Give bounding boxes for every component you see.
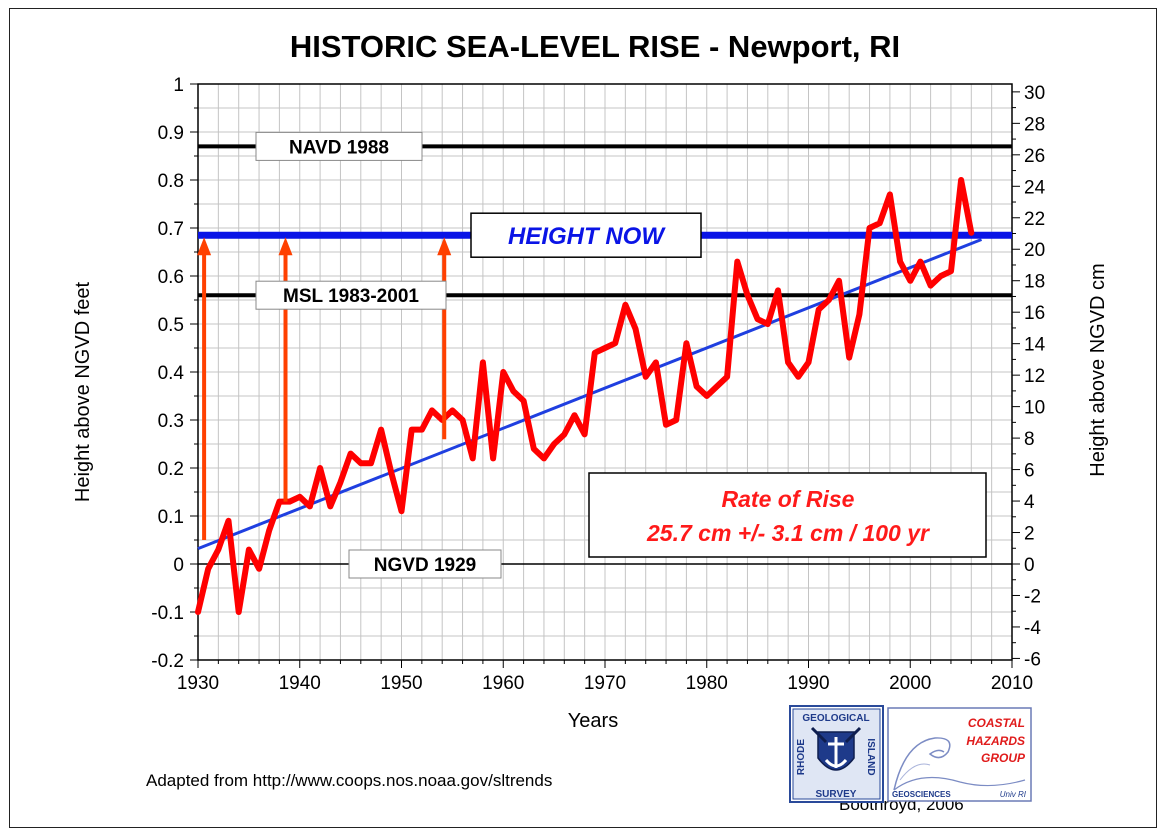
y-tick-label: 0 <box>173 555 184 576</box>
x-tick-label: 1950 <box>380 673 422 694</box>
x-tick-label: 1940 <box>279 673 321 694</box>
rigs-top-text: GEOLOGICAL <box>802 713 869 724</box>
y-tick-label: 0.5 <box>158 315 184 336</box>
chg-line1: COASTAL <box>968 716 1025 730</box>
chart-title: HISTORIC SEA-LEVEL RISE - Newport, RI <box>290 29 900 64</box>
anchor-emblem-icon <box>810 726 862 771</box>
y-tick-label: 0.3 <box>158 411 184 432</box>
y-tick-label: 0.8 <box>158 171 184 192</box>
rate-of-rise-value: 25.7 cm +/- 3.1 cm / 100 yr <box>646 520 930 546</box>
y2-tick-label: -6 <box>1024 649 1041 670</box>
x-tick-label: 1960 <box>482 673 524 694</box>
reference-label-box <box>255 280 447 310</box>
y2-tick-label: 2 <box>1024 524 1035 545</box>
y2-tick-label: 14 <box>1024 335 1046 356</box>
reference-label: HEIGHT NOW <box>508 223 666 250</box>
chg-line3: GROUP <box>981 751 1026 765</box>
x-tick-label: 2000 <box>889 673 931 694</box>
y2-tick-label: 16 <box>1024 303 1045 324</box>
reference-label: MSL 1983-2001 <box>283 286 419 307</box>
y2-tick-label: 28 <box>1024 114 1045 135</box>
rise-arrow-head <box>278 237 293 256</box>
reference-label: NAVD 1988 <box>289 137 389 158</box>
sea-level-series-line <box>195 177 975 615</box>
chg-foot-right: Univ RI <box>1000 790 1027 799</box>
y2-tick-label: 6 <box>1024 461 1035 482</box>
chg-foot-left: GEOSCIENCES <box>892 790 951 799</box>
tick-labels: 1930 1940 1950 1960 1970 1980 1990 2000 2010-0.2… <box>151 75 1045 694</box>
y2-tick-label: 4 <box>1024 492 1035 513</box>
grid <box>198 84 1012 660</box>
rise-arrow-head <box>437 237 452 256</box>
y-tick-label: 0.2 <box>158 459 184 480</box>
y-tick-label: 1 <box>173 75 184 96</box>
rigs-left-text: RHODE <box>796 739 807 775</box>
sea-level-series-group <box>195 177 975 615</box>
x-axis-label: Years <box>568 710 618 732</box>
y-tick-label: 0.4 <box>158 363 185 384</box>
y-tick-label: 0.9 <box>158 123 184 144</box>
y2-tick-label: 30 <box>1024 83 1045 104</box>
reference-label-box <box>470 212 702 258</box>
reference-label: NGVD 1929 <box>374 555 476 576</box>
rate-of-rise-box: Rate of Rise 25.7 cm +/- 3.1 cm / 100 yr <box>588 472 987 558</box>
reference-labels: NAVD 1988 HEIGHT NOW MSL 1983-2001 NGVD 192… <box>255 131 702 579</box>
y2-tick-label: 22 <box>1024 209 1045 230</box>
chg-line2: HAZARDS <box>966 734 1025 748</box>
y2-tick-label: -4 <box>1024 618 1041 639</box>
y2-tick-label: 24 <box>1024 177 1046 198</box>
plot-frame <box>197 83 1013 661</box>
rise-arrow-head <box>197 237 212 256</box>
x-tick-label: 2010 <box>991 673 1033 694</box>
y-tick-label: -0.2 <box>151 651 184 672</box>
y-tick-label: 0.6 <box>158 267 184 288</box>
x-tick-label: 1970 <box>584 673 626 694</box>
rigs-logo: GEOLOGICAL SURVEY RHODE ISLAND <box>789 705 884 803</box>
y2-tick-label: 0 <box>1024 555 1035 576</box>
y2-axis-label: Height above NGVD cm <box>1087 263 1109 476</box>
x-tick-label: 1930 <box>177 673 219 694</box>
y2-tick-label: 12 <box>1024 366 1045 387</box>
y2-tick-label: -2 <box>1024 586 1041 607</box>
x-tick-label: 1990 <box>787 673 829 694</box>
y2-tick-label: 10 <box>1024 398 1045 419</box>
y2-tick-label: 18 <box>1024 272 1045 293</box>
y-axis-label: Height above NGVD feet <box>72 282 94 503</box>
reference-label-box <box>348 549 502 579</box>
source-note: Adapted from http://www.coops.nos.noaa.g… <box>146 771 552 790</box>
rate-of-rise-title: Rate of Rise <box>722 486 855 512</box>
y2-tick-label: 20 <box>1024 240 1045 261</box>
y2-tick-label: 26 <box>1024 146 1045 167</box>
y-tick-label: 0.1 <box>158 507 184 528</box>
coastal-hazards-logo: COASTAL HAZARDS GROUP GEOSCIENCES Univ R… <box>887 707 1032 802</box>
wave-icon <box>893 737 1026 791</box>
rigs-bottom-text: SURVEY <box>816 789 857 800</box>
y-tick-label: 0.7 <box>158 219 184 240</box>
axes <box>190 83 1020 668</box>
x-tick-label: 1980 <box>686 673 728 694</box>
reference-label-box <box>255 131 423 161</box>
y2-tick-label: 8 <box>1024 429 1035 450</box>
y-tick-label: -0.1 <box>151 603 184 624</box>
rigs-right-text: ISLAND <box>865 738 876 775</box>
